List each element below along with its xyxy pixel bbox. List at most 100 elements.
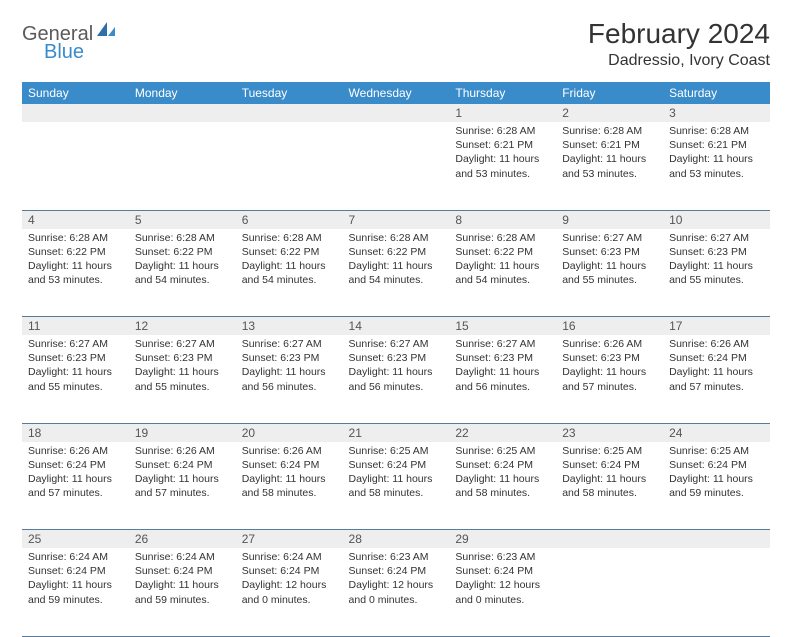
day-number-row: 2526272829 (22, 530, 770, 549)
location-label: Dadressio, Ivory Coast (588, 52, 770, 70)
day-number: 15 (449, 317, 556, 335)
day-number-row: 123 (22, 104, 770, 122)
day-details: Sunrise: 6:27 AMSunset: 6:23 PMDaylight:… (22, 335, 129, 398)
day-number-row: 18192021222324 (22, 423, 770, 442)
day-number-cell: 8 (449, 210, 556, 229)
day-number: 19 (129, 424, 236, 442)
day-details: Sunrise: 6:25 AMSunset: 6:24 PMDaylight:… (343, 442, 450, 505)
day-number: 14 (343, 317, 450, 335)
day-number-cell: 5 (129, 210, 236, 229)
day-cell: Sunrise: 6:28 AMSunset: 6:21 PMDaylight:… (556, 122, 663, 210)
day-cell (663, 548, 770, 636)
day-header: Sunday (22, 82, 129, 104)
day-cell: Sunrise: 6:27 AMSunset: 6:23 PMDaylight:… (22, 335, 129, 423)
day-number-cell: 21 (343, 423, 450, 442)
day-cell (556, 548, 663, 636)
day-number: 16 (556, 317, 663, 335)
day-number: 23 (556, 424, 663, 442)
day-cell: Sunrise: 6:26 AMSunset: 6:24 PMDaylight:… (22, 442, 129, 530)
day-number-cell: 22 (449, 423, 556, 442)
day-number-cell: 28 (343, 530, 450, 549)
day-number-cell (663, 530, 770, 549)
day-cell: Sunrise: 6:24 AMSunset: 6:24 PMDaylight:… (236, 548, 343, 636)
day-number-row: 11121314151617 (22, 317, 770, 336)
day-number-cell: 16 (556, 317, 663, 336)
day-details: Sunrise: 6:27 AMSunset: 6:23 PMDaylight:… (129, 335, 236, 398)
day-number-cell (556, 530, 663, 549)
day-number: 3 (663, 104, 770, 122)
day-number-cell: 29 (449, 530, 556, 549)
day-details: Sunrise: 6:25 AMSunset: 6:24 PMDaylight:… (449, 442, 556, 505)
day-number-row: 45678910 (22, 210, 770, 229)
day-cell: Sunrise: 6:25 AMSunset: 6:24 PMDaylight:… (343, 442, 450, 530)
day-number: 17 (663, 317, 770, 335)
day-number: 1 (449, 104, 556, 122)
day-number-cell: 26 (129, 530, 236, 549)
day-number: 28 (343, 530, 450, 548)
day-number-cell (22, 104, 129, 122)
day-cell: Sunrise: 6:23 AMSunset: 6:24 PMDaylight:… (449, 548, 556, 636)
day-cell: Sunrise: 6:28 AMSunset: 6:22 PMDaylight:… (449, 229, 556, 317)
day-cell: Sunrise: 6:27 AMSunset: 6:23 PMDaylight:… (556, 229, 663, 317)
logo-text-blue: Blue (22, 42, 117, 62)
day-number-cell: 1 (449, 104, 556, 122)
day-details: Sunrise: 6:28 AMSunset: 6:22 PMDaylight:… (449, 229, 556, 292)
week-row: Sunrise: 6:28 AMSunset: 6:21 PMDaylight:… (22, 122, 770, 210)
day-cell (343, 122, 450, 210)
day-number-cell: 3 (663, 104, 770, 122)
logo-sail-icon (95, 20, 117, 43)
day-header: Saturday (663, 82, 770, 104)
day-details: Sunrise: 6:27 AMSunset: 6:23 PMDaylight:… (556, 229, 663, 292)
day-details: Sunrise: 6:24 AMSunset: 6:24 PMDaylight:… (22, 548, 129, 611)
day-details: Sunrise: 6:28 AMSunset: 6:22 PMDaylight:… (343, 229, 450, 292)
day-details: Sunrise: 6:28 AMSunset: 6:21 PMDaylight:… (663, 122, 770, 185)
day-number-cell (343, 104, 450, 122)
day-cell: Sunrise: 6:28 AMSunset: 6:22 PMDaylight:… (236, 229, 343, 317)
day-number: 21 (343, 424, 450, 442)
day-details: Sunrise: 6:26 AMSunset: 6:23 PMDaylight:… (556, 335, 663, 398)
day-cell (22, 122, 129, 210)
day-details: Sunrise: 6:28 AMSunset: 6:21 PMDaylight:… (449, 122, 556, 185)
day-number: 22 (449, 424, 556, 442)
day-number-cell (129, 104, 236, 122)
day-number-cell: 18 (22, 423, 129, 442)
day-number: 24 (663, 424, 770, 442)
day-number-cell: 27 (236, 530, 343, 549)
day-details: Sunrise: 6:27 AMSunset: 6:23 PMDaylight:… (343, 335, 450, 398)
day-details: Sunrise: 6:26 AMSunset: 6:24 PMDaylight:… (663, 335, 770, 398)
day-number-cell: 23 (556, 423, 663, 442)
day-number: 13 (236, 317, 343, 335)
day-cell: Sunrise: 6:27 AMSunset: 6:23 PMDaylight:… (449, 335, 556, 423)
day-number: 11 (22, 317, 129, 335)
day-number: 18 (22, 424, 129, 442)
logo: General Blue (22, 18, 117, 62)
day-header: Thursday (449, 82, 556, 104)
day-number: 29 (449, 530, 556, 548)
day-cell: Sunrise: 6:26 AMSunset: 6:24 PMDaylight:… (663, 335, 770, 423)
day-number: 9 (556, 211, 663, 229)
day-number-cell: 7 (343, 210, 450, 229)
day-details: Sunrise: 6:23 AMSunset: 6:24 PMDaylight:… (449, 548, 556, 611)
day-details: Sunrise: 6:24 AMSunset: 6:24 PMDaylight:… (236, 548, 343, 611)
day-details: Sunrise: 6:28 AMSunset: 6:22 PMDaylight:… (236, 229, 343, 292)
day-details: Sunrise: 6:27 AMSunset: 6:23 PMDaylight:… (449, 335, 556, 398)
day-number-cell: 17 (663, 317, 770, 336)
calendar-body: 123Sunrise: 6:28 AMSunset: 6:21 PMDaylig… (22, 104, 770, 636)
day-number-cell: 20 (236, 423, 343, 442)
day-number-cell: 12 (129, 317, 236, 336)
day-details: Sunrise: 6:28 AMSunset: 6:22 PMDaylight:… (22, 229, 129, 292)
day-details: Sunrise: 6:26 AMSunset: 6:24 PMDaylight:… (129, 442, 236, 505)
calendar-table: Sunday Monday Tuesday Wednesday Thursday… (22, 82, 770, 637)
day-number: 2 (556, 104, 663, 122)
title-block: February 2024 Dadressio, Ivory Coast (588, 18, 770, 70)
day-cell: Sunrise: 6:25 AMSunset: 6:24 PMDaylight:… (663, 442, 770, 530)
day-number: 8 (449, 211, 556, 229)
day-number-cell: 14 (343, 317, 450, 336)
day-cell: Sunrise: 6:26 AMSunset: 6:23 PMDaylight:… (556, 335, 663, 423)
day-number-cell (236, 104, 343, 122)
day-cell: Sunrise: 6:27 AMSunset: 6:23 PMDaylight:… (663, 229, 770, 317)
day-cell: Sunrise: 6:27 AMSunset: 6:23 PMDaylight:… (129, 335, 236, 423)
day-cell: Sunrise: 6:26 AMSunset: 6:24 PMDaylight:… (129, 442, 236, 530)
day-cell (129, 122, 236, 210)
day-number-cell: 11 (22, 317, 129, 336)
